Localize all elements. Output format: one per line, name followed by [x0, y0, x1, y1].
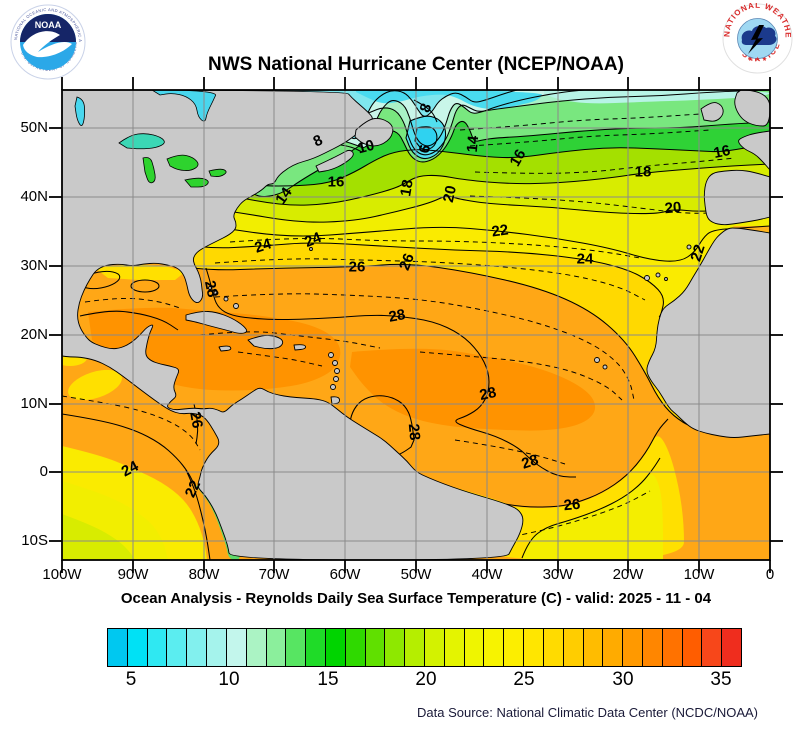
lat-label: 10S [21, 532, 48, 549]
colorbar-segment [642, 629, 663, 666]
noaa-logo: NATIONAL OCEANIC AND ATMOSPHERIC ADMINIS… [10, 4, 86, 80]
colorbar-segment [702, 629, 723, 666]
colorbar-tick-label: 5 [125, 669, 137, 690]
lat-label: 50N [20, 119, 48, 136]
map-caption: Ocean Analysis - Reynolds Daily Sea Surf… [120, 590, 712, 607]
lon-label: 50W [400, 566, 432, 583]
temperature-colorbar [107, 628, 742, 667]
colorbar-segment [722, 629, 741, 666]
lat-label: 20N [20, 326, 48, 343]
colorbar-segment [325, 629, 346, 666]
contour-value-label: 26 [562, 495, 582, 515]
colorbar-segment [464, 629, 485, 666]
data-source-note: Data Source: National Climatic Data Cent… [417, 705, 758, 720]
colorbar-segment [484, 629, 505, 666]
lon-label: 70W [258, 566, 290, 583]
colorbar-segment [286, 629, 307, 666]
lat-label: 10N [20, 395, 48, 412]
colorbar-segment [226, 629, 247, 666]
lon-label: 90W [117, 566, 149, 583]
colorbar-tick-label: 10 [218, 669, 240, 690]
map-frame [49, 77, 783, 573]
sst-map [49, 77, 783, 573]
colorbar-segment [127, 629, 148, 666]
contour-value-label: 20 [439, 184, 461, 204]
grid-lines [62, 90, 770, 560]
colorbar-segment [524, 629, 544, 666]
contour-value-label: 28 [200, 279, 222, 299]
lon-label: 40W [471, 566, 503, 583]
colorbar-segment [623, 629, 643, 666]
colorbar-segment [167, 629, 188, 666]
colorbar-segment [365, 629, 386, 666]
colorbar-segment [563, 629, 584, 666]
contour-value-label: 16 [712, 141, 732, 163]
lat-label: 30N [20, 257, 48, 274]
colorbar-tick-label: 30 [612, 669, 634, 690]
lon-label: 0 [765, 566, 775, 583]
colorbar-segment [207, 629, 227, 666]
nws-logo: NATIONAL WEATHER SERVICE ★ ★ ★ [722, 3, 793, 74]
noaa-seagull-icon [23, 31, 72, 58]
colorbar-segment [187, 629, 208, 666]
lon-label: 100W [42, 566, 82, 583]
colorbar-segment [405, 629, 425, 666]
contour-value-label: 26 [186, 410, 206, 430]
colorbar-tick-label: 15 [317, 669, 339, 690]
contour-value-label: 20 [663, 198, 683, 218]
colorbar-segment [108, 629, 128, 666]
lat-label: 0 [39, 463, 48, 480]
contour-value-label: 14 [463, 134, 483, 154]
contour-value-label: 24 [576, 250, 594, 268]
contour-value-label: 26 [348, 258, 366, 276]
colorbar-segment [583, 629, 604, 666]
colorbar-segment [385, 629, 406, 666]
nws-stars: ★ ★ ★ [748, 56, 767, 63]
contour-value-label: 28 [478, 383, 498, 405]
colorbar-segment [662, 629, 683, 666]
noaa-wordmark: NOAA [35, 20, 62, 30]
colorbar-tick-label: 35 [710, 669, 732, 690]
lat-label: 40N [20, 188, 48, 205]
page-title: NWS National Hurricane Center (NCEP/NOAA… [208, 54, 624, 75]
colorbar-segment [543, 629, 564, 666]
colorbar-segment [345, 629, 366, 666]
colorbar-segment [444, 629, 465, 666]
colorbar-segment [147, 629, 168, 666]
nws-lightning-icon [748, 25, 764, 54]
lon-label: 20W [612, 566, 644, 583]
contour-value-label: 16 [327, 173, 345, 191]
lon-label: 10W [683, 566, 715, 583]
contour-value-label: 28 [404, 422, 424, 442]
lon-label: 80W [188, 566, 220, 583]
colorbar-tick-label: 20 [415, 669, 437, 690]
colorbar-segment [603, 629, 624, 666]
colorbar-tick-label: 25 [513, 669, 535, 690]
colorbar-segment [682, 629, 703, 666]
contour-value-label: 28 [387, 306, 407, 326]
colorbar-segment [246, 629, 267, 666]
colorbar-segment [266, 629, 287, 666]
contour-value-label: 18 [634, 163, 652, 181]
contour-value-label: 18 [397, 178, 417, 198]
colorbar-segment [425, 629, 445, 666]
colorbar-segment [504, 629, 525, 666]
lon-label: 60W [329, 566, 361, 583]
colorbar-segment [306, 629, 326, 666]
lakes [74, 90, 227, 188]
nws-cloud-icon [741, 25, 777, 45]
lon-label: 30W [542, 566, 574, 583]
contour-value-label: 22 [490, 221, 510, 241]
